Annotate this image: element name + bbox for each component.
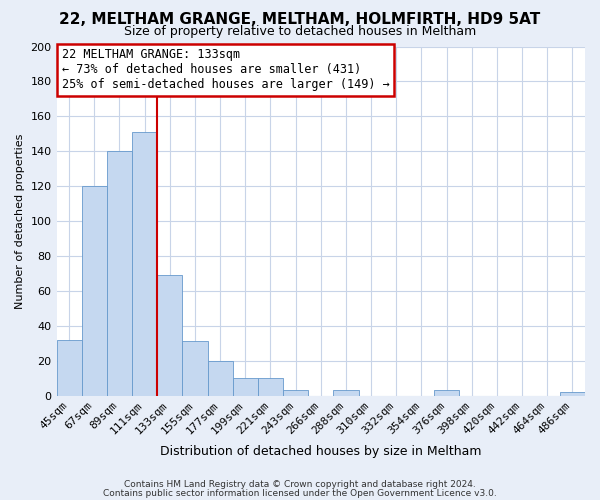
Bar: [132, 132, 157, 396]
Bar: [334, 390, 359, 396]
Y-axis label: Number of detached properties: Number of detached properties: [15, 134, 25, 308]
Bar: [434, 390, 459, 396]
Bar: [208, 360, 233, 396]
Bar: [107, 151, 132, 396]
Bar: [56, 340, 82, 396]
Text: Size of property relative to detached houses in Meltham: Size of property relative to detached ho…: [124, 25, 476, 38]
Bar: [233, 378, 258, 396]
Text: 22 MELTHAM GRANGE: 133sqm
← 73% of detached houses are smaller (431)
25% of semi: 22 MELTHAM GRANGE: 133sqm ← 73% of detac…: [62, 48, 389, 91]
X-axis label: Distribution of detached houses by size in Meltham: Distribution of detached houses by size …: [160, 444, 482, 458]
Bar: [560, 392, 585, 396]
Bar: [283, 390, 308, 396]
Bar: [157, 275, 182, 396]
Bar: [182, 342, 208, 396]
Bar: [258, 378, 283, 396]
Text: Contains HM Land Registry data © Crown copyright and database right 2024.: Contains HM Land Registry data © Crown c…: [124, 480, 476, 489]
Text: 22, MELTHAM GRANGE, MELTHAM, HOLMFIRTH, HD9 5AT: 22, MELTHAM GRANGE, MELTHAM, HOLMFIRTH, …: [59, 12, 541, 28]
Bar: [82, 186, 107, 396]
Text: Contains public sector information licensed under the Open Government Licence v3: Contains public sector information licen…: [103, 489, 497, 498]
